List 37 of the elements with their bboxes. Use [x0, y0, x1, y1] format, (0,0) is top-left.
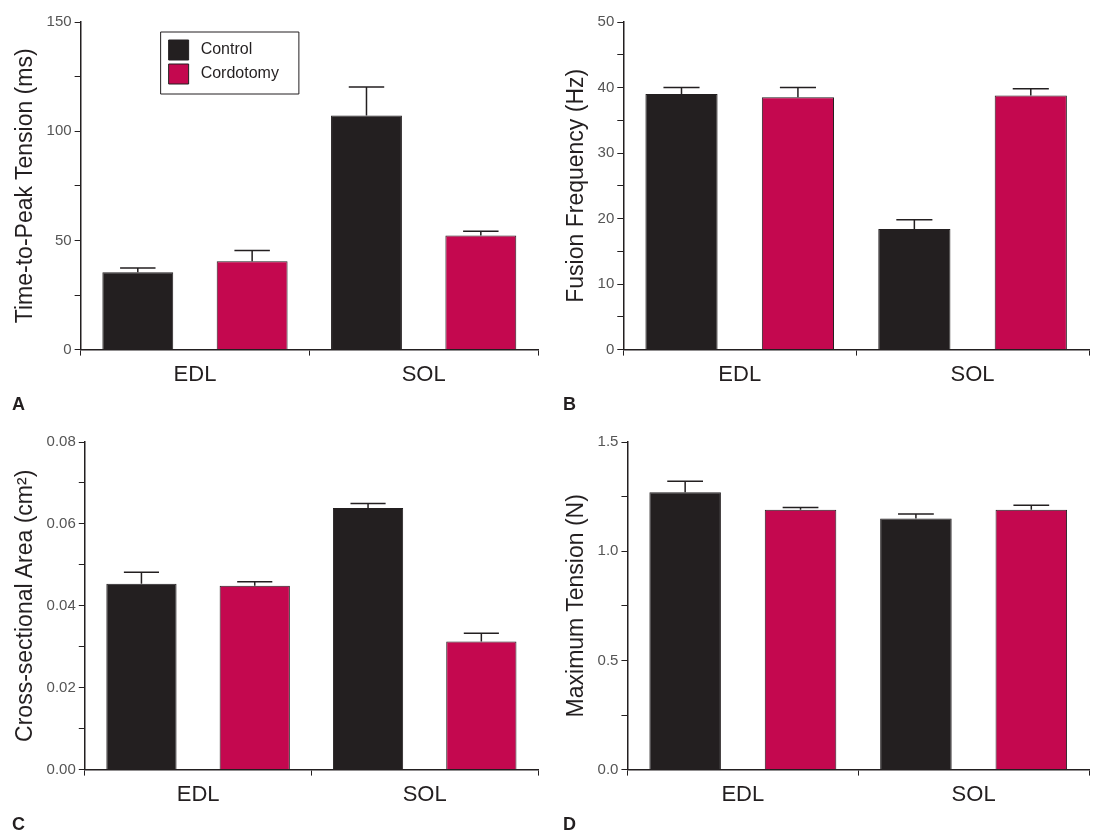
y-tick-label: 0.02: [46, 677, 76, 695]
y-tick-label: 1.0: [597, 541, 619, 559]
y-axis-title: Fusion Frequency (Hz): [562, 68, 589, 303]
y-tick-label: 0.00: [46, 759, 76, 777]
x-tick-label: SOL: [402, 780, 447, 806]
y-tick-label: 1.5: [597, 432, 619, 450]
x-tick-label: EDL: [721, 780, 765, 806]
y-tick-label: 0: [63, 339, 72, 357]
y-tick-label: 0: [605, 339, 615, 357]
x-tick-label: EDL: [718, 360, 762, 386]
y-tick-label: 10: [597, 274, 615, 292]
x-tick-label: SOL: [401, 360, 446, 386]
y-tick-label: 20: [597, 208, 615, 226]
text: D: [563, 813, 576, 834]
x-tick-label: EDL: [173, 360, 217, 386]
y-tick-label: 0.0: [597, 759, 619, 777]
y-tick-label: 50: [597, 12, 615, 30]
y-tick-label: 0.04: [46, 595, 76, 613]
y-tick-label: 50: [54, 230, 72, 248]
y-tick-label: 0.06: [46, 514, 76, 532]
y-axis-title: Time-to-Peak Tension (ms): [11, 48, 38, 324]
x-tick-label: SOL: [950, 360, 995, 386]
y-axis-title: Cross-sectional Area (cm²): [11, 469, 38, 742]
legend-label: Control: [200, 40, 253, 58]
y-tick-label: 100: [46, 121, 72, 139]
x-tick-label: EDL: [176, 780, 220, 806]
y-tick-label: 30: [597, 143, 615, 161]
y-tick-label: 40: [597, 77, 615, 95]
y-axis-title: Maximum Tension (N): [562, 494, 589, 718]
text: B: [563, 393, 576, 414]
text: C: [12, 813, 25, 834]
text: A: [12, 393, 25, 414]
legend-label: Cordotomy: [200, 64, 279, 82]
y-tick-label: 150: [46, 12, 72, 30]
y-tick-label: 0.08: [46, 432, 76, 450]
x-tick-label: SOL: [951, 780, 996, 806]
y-tick-label: 0.5: [597, 650, 619, 668]
